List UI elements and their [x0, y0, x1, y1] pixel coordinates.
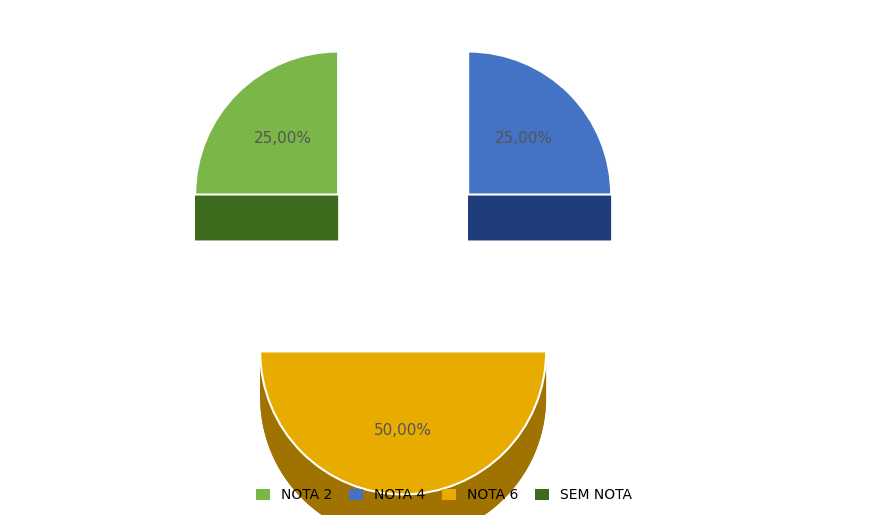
Polygon shape	[468, 51, 611, 240]
Text: 50,00%: 50,00%	[374, 422, 432, 438]
Polygon shape	[468, 98, 611, 240]
Polygon shape	[260, 351, 546, 519]
Polygon shape	[260, 351, 403, 398]
Text: 25,00%: 25,00%	[254, 131, 312, 146]
Wedge shape	[260, 351, 546, 495]
Legend: NOTA 2, NOTA 4, NOTA 6, SEM NOTA: NOTA 2, NOTA 4, NOTA 6, SEM NOTA	[250, 483, 638, 508]
Polygon shape	[403, 351, 546, 398]
Polygon shape	[195, 98, 338, 240]
Wedge shape	[468, 51, 611, 195]
Wedge shape	[195, 51, 338, 195]
Text: 25,00%: 25,00%	[495, 131, 552, 146]
Polygon shape	[195, 195, 338, 240]
Polygon shape	[195, 51, 338, 240]
Polygon shape	[468, 195, 611, 240]
Polygon shape	[260, 398, 546, 519]
